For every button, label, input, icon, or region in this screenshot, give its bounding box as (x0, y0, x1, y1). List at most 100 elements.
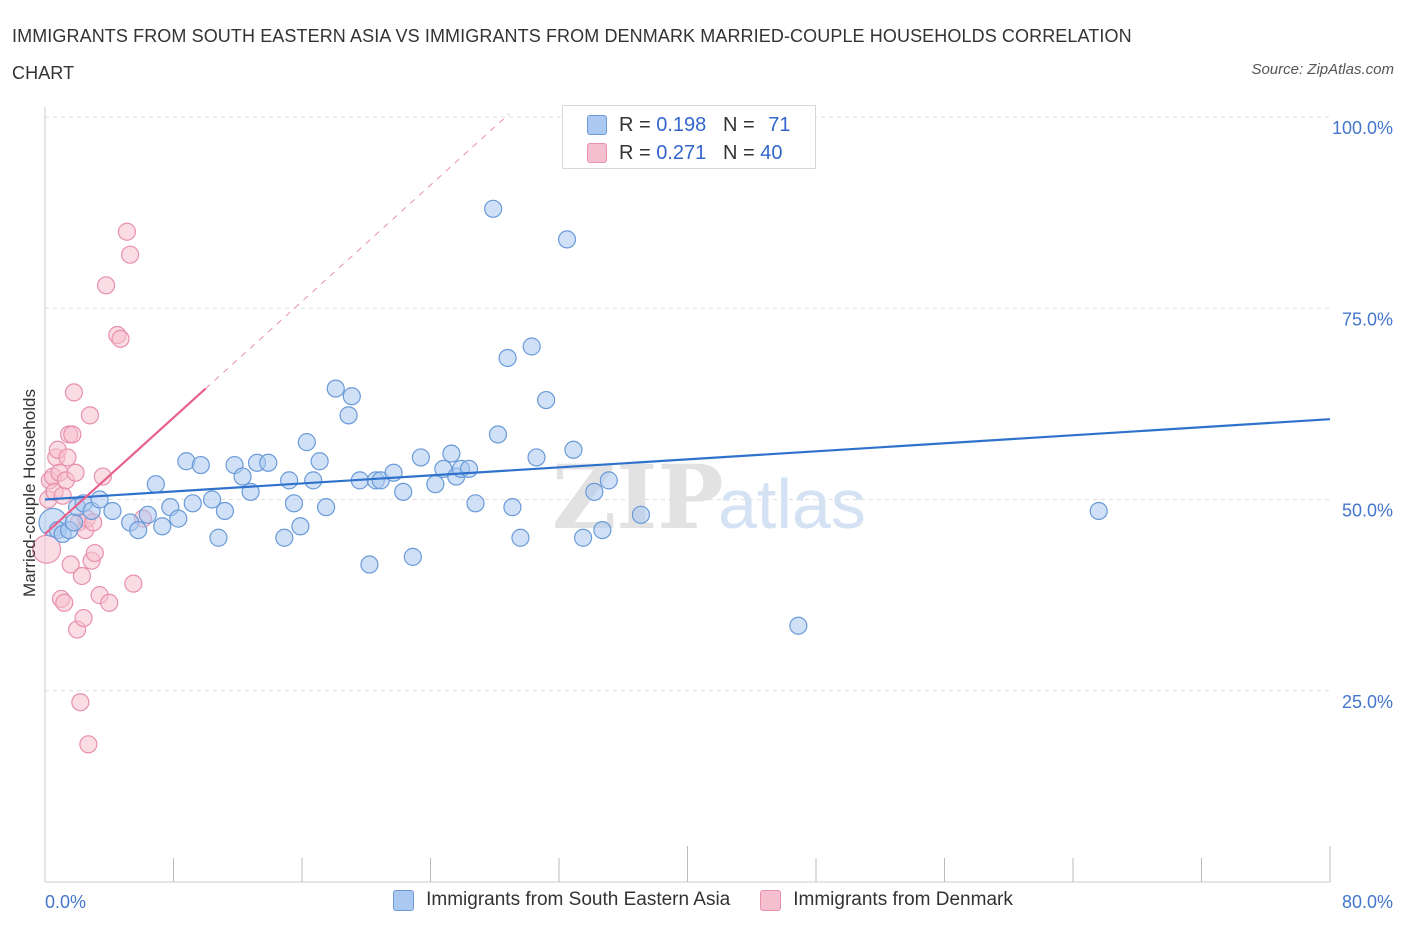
sea-point (129, 520, 148, 540)
sea-point (426, 475, 445, 494)
sea-point (599, 471, 618, 490)
legend-row-denmark: R = 0.271 N = 40 (587, 141, 782, 165)
source-label: Source: ZipAtlas.com (1251, 61, 1394, 78)
trend-extension-denmark (205, 113, 510, 389)
legend-swatch-pink (760, 889, 782, 911)
denmark-point (121, 245, 140, 264)
sea-point (527, 448, 546, 467)
sea-point (209, 528, 228, 547)
sea-point (503, 498, 522, 517)
sea-point (342, 387, 361, 406)
denmark-point (100, 593, 119, 612)
sea-point (169, 509, 188, 528)
sea-point (146, 475, 165, 494)
sea-point (275, 528, 294, 547)
sea-point (394, 482, 413, 501)
sea-point (297, 433, 316, 452)
trend-line-sea (44, 418, 1331, 501)
legend-swatch-blue (393, 889, 415, 911)
sea-point (183, 494, 202, 513)
sea-point (202, 490, 222, 509)
legend-r-label: R = (619, 141, 657, 164)
series-legend: Immigrants from South Eastern Asia Immig… (0, 889, 1406, 911)
sea-point (191, 455, 210, 475)
sea-point (153, 517, 172, 536)
tick-labels: 25.0% 50.0% 75.0% 100.0% 0.0% 80.0% (45, 118, 1393, 912)
sea-point (537, 390, 556, 410)
denmark-point (64, 383, 84, 402)
sea-point (138, 505, 157, 524)
sea-point (522, 337, 541, 356)
legend-r-label: R = (619, 113, 657, 136)
sea-point (326, 379, 345, 398)
y-tick-label: 25.0% (1342, 692, 1393, 712)
denmark-point (63, 425, 82, 444)
grid-lines (45, 116, 1330, 692)
denmark-point (80, 406, 100, 425)
correlation-legend: R = 0.198 N = 71 R = 0.271 N = 40 (562, 105, 816, 169)
sea-point (484, 199, 503, 218)
trend-line-denmark (44, 387, 207, 535)
legend-r-value: 0.198 (656, 113, 707, 136)
x-tick-label: 0.0% (45, 892, 86, 912)
legend-item-denmark[interactable]: Immigrants from Denmark (760, 889, 1013, 911)
sea-point (339, 406, 358, 425)
denmark-point (72, 566, 92, 586)
sea-point (573, 528, 593, 547)
sea-point (564, 440, 583, 459)
sea-point (442, 444, 461, 463)
legend-item-sea[interactable]: Immigrants from South Eastern Asia (393, 889, 730, 911)
denmark-point (61, 555, 80, 574)
chart-title: IMMIGRANTS FROM SOUTH EASTERN ASIA VS IM… (12, 26, 1132, 83)
sea-point (233, 467, 252, 486)
sea-point (291, 517, 310, 536)
y-axis-label: Married-couple Households (20, 389, 39, 597)
legend-n-label: N = (722, 141, 761, 164)
sea-point (789, 616, 808, 635)
denmark-point (58, 448, 77, 467)
denmark-point (117, 222, 137, 241)
sea-point (631, 505, 651, 524)
sea-point (557, 230, 577, 249)
legend-swatch-blue (587, 115, 607, 135)
sea-point (411, 448, 430, 467)
sea-point (403, 547, 422, 566)
denmark-point (53, 486, 72, 505)
sea-point (280, 471, 299, 490)
legend-swatch-pink (587, 143, 607, 163)
denmark-point (85, 543, 104, 563)
sea-point (310, 452, 329, 471)
sea-point (488, 425, 508, 444)
denmark-point (66, 463, 85, 482)
series-denmark-points (32, 222, 153, 754)
denmark-point (79, 735, 98, 754)
x-tick-label: 80.0% (1342, 892, 1393, 912)
watermark: ZIP atlas (552, 445, 866, 549)
denmark-point (93, 467, 112, 486)
legend-n-label: N = (722, 113, 761, 136)
denmark-point (55, 593, 74, 612)
sea-point (511, 528, 530, 547)
sea-point (103, 501, 122, 521)
series-sea-points (38, 199, 1108, 635)
sea-point (284, 494, 304, 513)
legend-n-value: 40 (760, 141, 783, 164)
sea-point (360, 555, 379, 574)
sea-point (316, 498, 336, 517)
sea-point (498, 348, 517, 368)
sea-point (215, 501, 234, 521)
sea-point (459, 459, 479, 478)
denmark-point (71, 693, 90, 712)
y-tick-label: 75.0% (1342, 309, 1393, 329)
legend-label-sea: Immigrants from South Eastern Asia (426, 889, 731, 910)
legend-label-denmark: Immigrants from Denmark (793, 889, 1013, 910)
sea-point (304, 471, 323, 490)
sea-point (1089, 501, 1108, 521)
sea-point (593, 520, 612, 540)
sea-point (259, 453, 278, 472)
denmark-point (74, 608, 93, 628)
watermark-atlas: atlas (718, 465, 866, 543)
legend-r-value: 0.271 (656, 141, 707, 164)
legend-row-sea: R = 0.198 N = 71 (587, 113, 790, 137)
